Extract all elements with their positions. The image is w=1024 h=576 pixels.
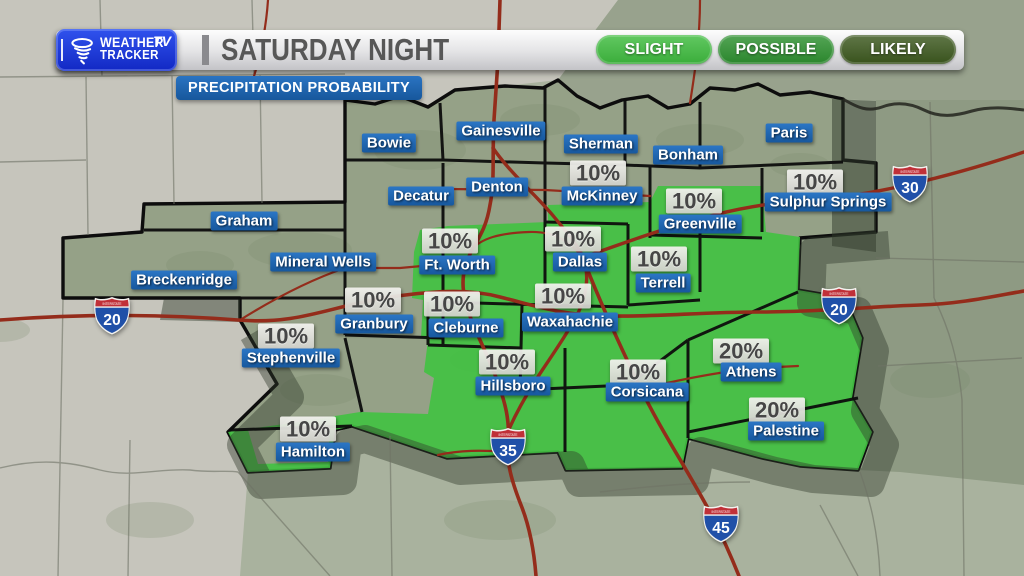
shadow-bands	[160, 99, 899, 499]
city-label-hamilton: Hamilton	[275, 442, 351, 462]
svg-text:INTERSTATE: INTERSTATE	[499, 433, 518, 437]
city-label-breckenridge: Breckenridge	[131, 270, 237, 290]
svg-text:20: 20	[103, 312, 121, 329]
city-label-greenville: Greenville	[658, 214, 742, 234]
interstate-20-shield-icon: INTERSTATE 20	[94, 296, 131, 340]
city-label-sulphur-springs: Sulphur Springs	[764, 192, 892, 212]
svg-text:INTERSTATE: INTERSTATE	[103, 302, 122, 306]
precip-percent-sulphur-springs: 10%	[786, 169, 844, 195]
svg-text:35: 35	[499, 443, 517, 460]
page-title: SATURDAY NIGHT	[202, 31, 493, 69]
interstate-45-shield-icon: INTERSTATE 45	[703, 504, 740, 548]
city-label-paris: Paris	[765, 123, 813, 143]
city-label-terrell: Terrell	[635, 273, 691, 293]
legend-pill-slight: SLIGHT	[596, 35, 712, 64]
red-river	[842, 97, 1024, 117]
precip-percent-palestine: 20%	[748, 397, 806, 423]
city-label-graham: Graham	[210, 211, 278, 231]
interstate-30-shield-icon: INTERSTATE 30	[892, 164, 929, 208]
precip-percent-greenville: 10%	[665, 188, 723, 214]
legend-pill-possible: POSSIBLE	[718, 35, 834, 64]
city-label-waxahachie: Waxahachie	[521, 312, 619, 332]
city-label-palestine: Palestine	[748, 421, 824, 441]
svg-text:INTERSTATE: INTERSTATE	[712, 510, 731, 514]
risk-legend: SLIGHT POSSIBLE LIKELY	[596, 35, 956, 64]
weather-tracker-logo: WEATHER TRACKER TV	[56, 29, 177, 71]
title-divider	[202, 35, 209, 65]
subtitle-banner: PRECIPITATION PROBABILITY	[176, 76, 423, 100]
logo-brand-text: WEATHER TRACKER	[100, 35, 164, 62]
city-label-gainesville: Gainesville	[456, 121, 546, 141]
precip-percent-dallas: 10%	[544, 226, 602, 252]
precip-percent-terrell: 10%	[630, 246, 688, 272]
interstate-35-shield-icon: INTERSTATE 35	[490, 427, 527, 471]
city-label-athens: Athens	[720, 362, 782, 382]
city-label-sherman: Sherman	[563, 134, 639, 154]
city-label-dallas: Dallas	[552, 252, 608, 272]
precip-percent-hamilton: 10%	[279, 416, 337, 442]
logo-tv-badge: TV	[153, 33, 171, 49]
legend-pill-likely: LIKELY	[840, 35, 956, 64]
city-label-corsicana: Corsicana	[605, 382, 689, 402]
svg-text:30: 30	[901, 180, 919, 197]
svg-text:20: 20	[830, 302, 848, 319]
city-label-bonham: Bonham	[653, 145, 723, 165]
city-label-ft-worth: Ft. Worth	[419, 255, 495, 275]
city-label-cleburne: Cleburne	[428, 318, 504, 338]
precip-percent-cleburne: 10%	[423, 291, 481, 317]
city-label-granbury: Granbury	[335, 314, 413, 334]
city-label-stephenville: Stephenville	[241, 348, 341, 368]
city-label-denton: Denton	[466, 177, 528, 197]
precip-percent-stephenville: 10%	[257, 323, 315, 349]
precip-percent-hillsboro: 10%	[478, 349, 536, 375]
city-label-hillsboro: Hillsboro	[475, 376, 551, 396]
city-label-mineral-wells: Mineral Wells	[270, 252, 376, 272]
precip-percent-ft-worth: 10%	[421, 228, 479, 254]
tornado-icon	[71, 37, 93, 65]
interstate-20-shield-icon: INTERSTATE 20	[821, 286, 858, 330]
precip-percent-granbury: 10%	[344, 287, 402, 313]
city-label-mckinney: McKinney	[561, 186, 643, 206]
precip-percent-mckinney: 10%	[569, 160, 627, 186]
title-text: SATURDAY NIGHT	[221, 32, 450, 67]
logo-accent-tick	[61, 39, 63, 61]
svg-text:45: 45	[712, 520, 730, 537]
svg-text:INTERSTATE: INTERSTATE	[901, 170, 920, 174]
precip-percent-waxahachie: 10%	[534, 283, 592, 309]
precip-percent-athens: 20%	[712, 338, 770, 364]
city-label-bowie: Bowie	[361, 133, 417, 153]
precip-percent-corsicana: 10%	[609, 359, 667, 385]
city-label-decatur: Decatur	[388, 186, 454, 206]
svg-text:INTERSTATE: INTERSTATE	[830, 292, 849, 296]
header-bar: SATURDAY NIGHT SLIGHT POSSIBLE LIKELY	[56, 30, 964, 70]
region-northwest	[0, 0, 618, 576]
